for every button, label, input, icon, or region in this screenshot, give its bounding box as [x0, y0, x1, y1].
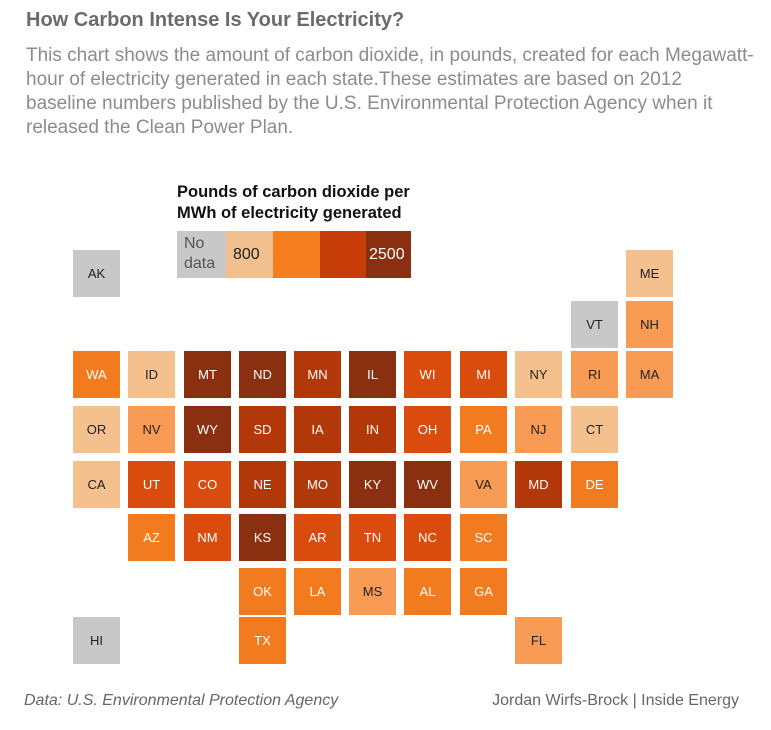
- legend-color-bar: No data 800 2500: [177, 231, 411, 278]
- state-tile-wv: WV: [404, 461, 451, 508]
- state-tile-al: AL: [404, 568, 451, 615]
- state-tile-ma: MA: [626, 351, 673, 398]
- state-tile-in: IN: [349, 406, 396, 453]
- state-tile-mo: MO: [294, 461, 341, 508]
- state-tile-vt: VT: [571, 301, 618, 348]
- state-tile-ny: NY: [515, 351, 562, 398]
- state-tile-wa: WA: [73, 351, 120, 398]
- state-tile-tn: TN: [349, 514, 396, 561]
- state-tile-oh: OH: [404, 406, 451, 453]
- legend-title: Pounds of carbon dioxide per MWh of elec…: [177, 182, 410, 224]
- state-tile-la: LA: [294, 568, 341, 615]
- legend-no-data-label: No data: [184, 234, 215, 274]
- state-tile-mn: MN: [294, 351, 341, 398]
- state-tile-ca: CA: [73, 461, 120, 508]
- state-tile-il: IL: [349, 351, 396, 398]
- state-tile-pa: PA: [460, 406, 507, 453]
- legend-title-line2: MWh of electricity generated: [177, 204, 402, 222]
- state-tile-fl: FL: [515, 617, 562, 664]
- state-tile-nd: ND: [239, 351, 286, 398]
- state-tile-nj: NJ: [515, 406, 562, 453]
- state-tile-nv: NV: [128, 406, 175, 453]
- legend-swatch-mid: [273, 231, 320, 278]
- legend-high-label: 2500: [369, 246, 405, 263]
- state-tile-hi: HI: [73, 617, 120, 664]
- state-tile-de: DE: [571, 461, 618, 508]
- legend-swatch-low: [226, 231, 273, 278]
- state-tile-co: CO: [184, 461, 231, 508]
- legend-swatch-max: [366, 231, 411, 278]
- state-tile-me: ME: [626, 250, 673, 297]
- chart-subtitle: This chart shows the amount of carbon di…: [26, 45, 754, 138]
- state-tile-md: MD: [515, 461, 562, 508]
- state-tile-ok: OK: [239, 568, 286, 615]
- state-tile-wy: WY: [184, 406, 231, 453]
- state-tile-mt: MT: [184, 351, 231, 398]
- state-tile-id: ID: [128, 351, 175, 398]
- state-tile-or: OR: [73, 406, 120, 453]
- state-tile-ga: GA: [460, 568, 507, 615]
- credit-note: Jordan Wirfs-Brock | Inside Energy: [492, 692, 739, 709]
- chart-title: How Carbon Intense Is Your Electricity?: [26, 9, 405, 31]
- state-tile-ak: AK: [73, 250, 120, 297]
- legend-swatch-no-data: [177, 231, 226, 278]
- state-tile-ms: MS: [349, 568, 396, 615]
- state-tile-ct: CT: [571, 406, 618, 453]
- state-tile-wi: WI: [404, 351, 451, 398]
- state-tile-tx: TX: [239, 617, 286, 664]
- state-tile-ar: AR: [294, 514, 341, 561]
- state-tile-va: VA: [460, 461, 507, 508]
- state-tile-sd: SD: [239, 406, 286, 453]
- source-note: Data: U.S. Environmental Protection Agen…: [24, 692, 339, 709]
- state-tile-sc: SC: [460, 514, 507, 561]
- legend-low-label: 800: [233, 246, 260, 263]
- state-tile-ky: KY: [349, 461, 396, 508]
- state-tile-mi: MI: [460, 351, 507, 398]
- state-tile-ri: RI: [571, 351, 618, 398]
- state-tile-ut: UT: [128, 461, 175, 508]
- legend-swatch-high: [320, 231, 366, 278]
- state-tile-nc: NC: [404, 514, 451, 561]
- legend-no-data-line1: No: [184, 235, 205, 252]
- state-tile-ks: KS: [239, 514, 286, 561]
- legend-no-data-line2: data: [184, 255, 216, 272]
- state-tile-ia: IA: [294, 406, 341, 453]
- state-tile-nm: NM: [184, 514, 231, 561]
- state-tile-ne: NE: [239, 461, 286, 508]
- state-tile-nh: NH: [626, 301, 673, 348]
- legend-title-line1: Pounds of carbon dioxide per: [177, 183, 410, 201]
- state-tile-az: AZ: [128, 514, 175, 561]
